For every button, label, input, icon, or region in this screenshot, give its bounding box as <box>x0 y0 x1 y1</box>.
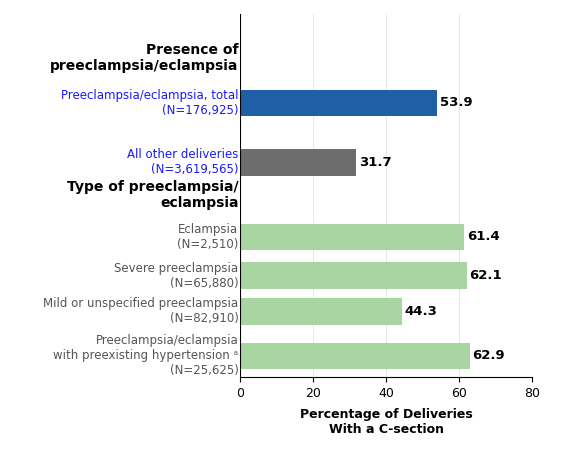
Text: Preeclampsia/eclampsia, total
(N=176,925): Preeclampsia/eclampsia, total (N=176,925… <box>61 89 239 117</box>
Text: 62.9: 62.9 <box>472 350 505 362</box>
Text: Mild or unspecified preeclampsia
(N=82,910): Mild or unspecified preeclampsia (N=82,9… <box>43 297 239 326</box>
Text: 31.7: 31.7 <box>359 156 391 169</box>
Text: 44.3: 44.3 <box>405 305 438 318</box>
Text: Presence of
preeclampsia/eclampsia: Presence of preeclampsia/eclampsia <box>50 43 239 74</box>
Bar <box>240 298 402 325</box>
X-axis label: Percentage of Deliveries
With a C-section: Percentage of Deliveries With a C-sectio… <box>300 408 472 436</box>
Bar <box>240 89 437 116</box>
Bar <box>240 149 356 176</box>
Text: Type of preeclampsia/
eclampsia: Type of preeclampsia/ eclampsia <box>67 180 239 210</box>
Text: All other deliveries
(N=3,619,565): All other deliveries (N=3,619,565) <box>127 148 239 177</box>
Text: Preeclampsia/eclampsia
with preexisting hypertension ᵃ
(N=25,625): Preeclampsia/eclampsia with preexisting … <box>53 335 239 377</box>
Bar <box>240 343 470 370</box>
Bar <box>240 262 467 289</box>
Text: 53.9: 53.9 <box>440 96 472 109</box>
Text: 62.1: 62.1 <box>470 269 502 282</box>
Text: 61.4: 61.4 <box>467 230 500 243</box>
Text: Severe preeclampsia
(N=65,880): Severe preeclampsia (N=65,880) <box>114 262 239 290</box>
Text: Eclampsia
(N=2,510): Eclampsia (N=2,510) <box>177 223 239 251</box>
Bar <box>240 223 464 250</box>
